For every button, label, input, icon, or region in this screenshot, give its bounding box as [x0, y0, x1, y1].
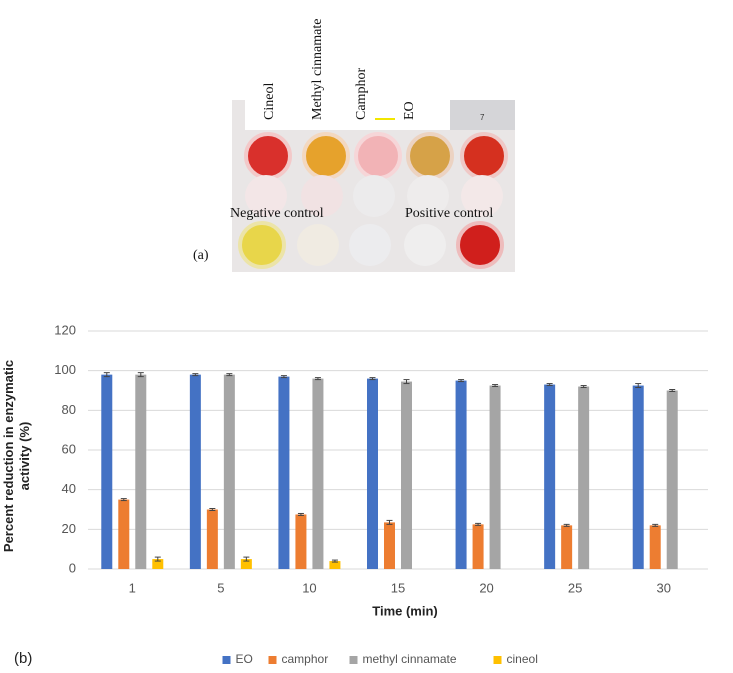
- legend-label: EO: [236, 652, 253, 666]
- bar: [118, 499, 130, 569]
- bar: [489, 385, 501, 569]
- legend-swatch: [493, 656, 502, 664]
- bar: [544, 384, 556, 569]
- x-tick-label: 1: [129, 580, 136, 595]
- well: [406, 132, 454, 180]
- bar: [401, 381, 412, 569]
- well: [349, 224, 391, 266]
- panel-label: (b): [14, 650, 32, 667]
- bar: [455, 380, 467, 569]
- well-label: Methyl cinnamate: [310, 19, 325, 120]
- bar: [578, 386, 590, 569]
- x-tick-label: 30: [656, 580, 670, 595]
- y-tick-label: 60: [62, 441, 76, 456]
- well: [404, 224, 446, 266]
- bar: [649, 525, 661, 569]
- well: [456, 221, 504, 269]
- legend-label: camphor: [282, 652, 329, 666]
- x-tick-label: 5: [217, 580, 224, 595]
- bar: [472, 524, 484, 569]
- bar: [152, 559, 164, 569]
- legend-label: methyl cinnamate: [363, 652, 457, 666]
- y-tick-label: 0: [69, 560, 76, 575]
- x-axis-title: Time (min): [372, 603, 438, 618]
- label-strip: [245, 100, 450, 130]
- bar: [561, 525, 573, 569]
- negative-label: Negative control: [230, 206, 324, 221]
- bar: [206, 509, 218, 569]
- bar: [312, 378, 324, 569]
- well-label: Camphor: [354, 68, 369, 120]
- well: [354, 132, 402, 180]
- x-tick-label: 10: [302, 580, 316, 595]
- panel-label: (a): [193, 248, 209, 263]
- well: [407, 175, 449, 217]
- well: [238, 221, 286, 269]
- x-tick-label: 15: [391, 580, 405, 595]
- bar: [135, 374, 147, 569]
- y-tick-label: 100: [54, 362, 76, 377]
- well: [302, 132, 350, 180]
- plate-number: 7: [480, 113, 485, 122]
- y-tick-label: 120: [54, 322, 76, 337]
- bar: [384, 522, 395, 569]
- well-label: Cineol: [262, 83, 277, 120]
- y-tick-label: 20: [62, 521, 76, 536]
- bar: [367, 378, 378, 569]
- bar: [278, 376, 290, 569]
- bar: [632, 385, 644, 569]
- bar: [240, 559, 252, 569]
- y-axis-title: Percent reduction in enzymatic activity …: [1, 359, 32, 553]
- well: [353, 175, 395, 217]
- legend-swatch: [349, 656, 358, 664]
- well-label: EO: [402, 101, 417, 120]
- bar: [295, 514, 307, 569]
- bar: [101, 374, 113, 569]
- well: [461, 175, 503, 217]
- bar: [189, 374, 201, 569]
- legend-swatch: [268, 656, 277, 664]
- x-tick-label: 20: [479, 580, 493, 595]
- x-tick-label: 25: [568, 580, 582, 595]
- bar: [329, 561, 341, 569]
- well: [297, 224, 339, 266]
- y-tick-label: 40: [62, 481, 76, 496]
- bar: [666, 390, 678, 569]
- well: [301, 175, 343, 217]
- bar: [223, 374, 235, 569]
- well: [245, 175, 287, 217]
- legend-label: cineol: [507, 652, 538, 666]
- positive-label: Positive control: [405, 206, 493, 221]
- well: [460, 132, 508, 180]
- legend-swatch: [222, 656, 231, 664]
- plate-edge: [450, 100, 515, 130]
- y-tick-label: 80: [62, 402, 76, 417]
- well: [244, 132, 292, 180]
